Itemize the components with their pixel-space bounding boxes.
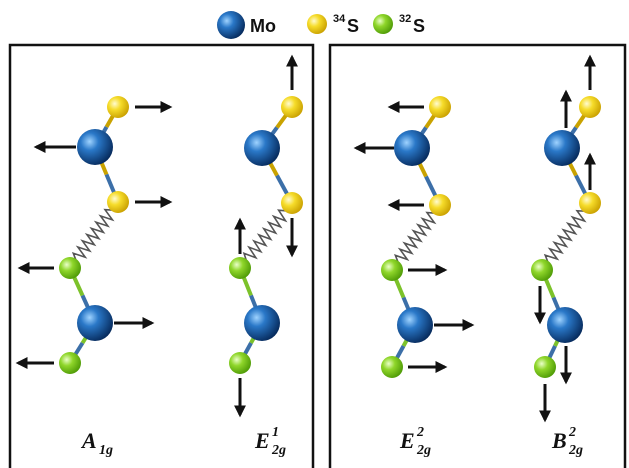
atom [77,305,113,341]
atom [107,191,129,213]
atom [534,356,556,378]
legend-s34 [307,14,327,34]
legend-sup: 34 [333,13,346,25]
atom [381,259,403,281]
legend-label: S [413,16,425,36]
atom [394,130,430,166]
spring [394,211,437,263]
mode-label: E [399,428,415,453]
mode-sup: 2 [568,425,576,440]
atom [531,259,553,281]
spring [543,209,587,263]
panel [328,43,627,468]
mode-label: E [254,428,270,453]
mode-label: A [80,428,97,453]
atom [579,96,601,118]
atom [544,130,580,166]
atom [579,192,601,214]
mode-sub: 2g [568,443,583,458]
mode-sub: 2g [271,443,286,458]
atom [107,96,129,118]
mode-sub: 1g [99,443,113,458]
atom [244,130,280,166]
atom [547,307,583,343]
legend-s32 [373,14,393,34]
atom [59,352,81,374]
atom [59,257,81,279]
atom [397,307,433,343]
legend: Mo 34 S 32 S [217,11,425,39]
panel [8,43,315,468]
legend-mo [217,11,245,39]
atom [77,129,113,165]
atom [229,257,251,279]
legend-sup: 32 [399,13,411,25]
atom [381,356,403,378]
atom [229,352,251,374]
mode-sup: 1 [272,425,279,440]
legend-label: Mo [250,16,276,36]
atom [429,96,451,118]
mode-sub: 2g [416,443,431,458]
mode-sup: 2 [416,425,424,440]
legend-label: S [347,16,359,36]
atom [244,305,280,341]
atom [281,96,303,118]
spring [242,209,288,261]
atom [429,194,451,216]
atom [281,192,303,214]
spring [71,208,115,261]
mode-label: B [551,428,567,453]
